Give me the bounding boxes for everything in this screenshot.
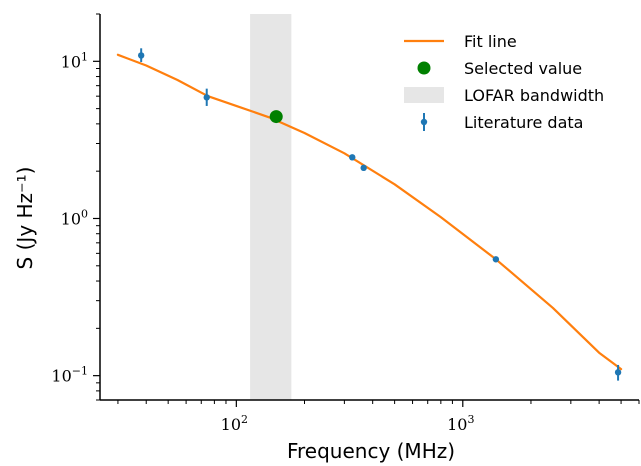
y-tick-exponent: 0 <box>81 207 88 220</box>
literature-data-point <box>614 369 622 376</box>
legend-entry-selected-value: Selected value <box>417 59 582 78</box>
band-layer <box>250 14 292 400</box>
y-tick-label: 10−1 <box>51 365 88 386</box>
y-tick-exponent: −1 <box>72 365 88 378</box>
legend-entry-fit-line: Fit line <box>404 32 517 51</box>
series-layer <box>116 48 623 381</box>
y-axis-label: S (Jy Hz⁻¹) <box>13 167 37 270</box>
x-tick-exponent: 2 <box>241 413 248 426</box>
legend-band-swatch <box>404 87 444 103</box>
selected-value-point <box>269 110 283 124</box>
legend-label: LOFAR bandwidth <box>464 86 604 105</box>
literature-data-point <box>492 256 500 263</box>
x-tick-base: 10 <box>447 415 467 434</box>
y-tick-base: 10 <box>51 367 71 386</box>
y-tick-label: 100 <box>61 207 88 228</box>
literature-data-point <box>203 94 210 101</box>
literature-data-point <box>360 164 367 172</box>
y-tick-exponent: 1 <box>81 50 88 63</box>
y-tick-base: 10 <box>61 209 81 228</box>
legend-entry-lofar-bandwidth: LOFAR bandwidth <box>404 86 604 105</box>
x-tick-exponent: 3 <box>467 413 474 426</box>
x-tick-label: 102 <box>221 413 248 434</box>
legend-label: Fit line <box>464 32 517 51</box>
x-tick-label: 103 <box>447 413 474 434</box>
literature-data-point <box>137 52 145 59</box>
legend-selected-value-swatch <box>417 61 431 75</box>
legend-data-point-swatch <box>420 118 428 126</box>
y-tick-label: 101 <box>61 50 88 71</box>
y-tick-base: 10 <box>61 52 81 71</box>
x-tick-base: 10 <box>221 415 241 434</box>
legend-entry-literature-data: Literature data <box>420 113 583 132</box>
fit-line <box>116 53 623 371</box>
x-axis-label: Frequency (MHz) <box>287 439 455 463</box>
legend-label: Selected value <box>464 59 582 78</box>
lofar-band <box>250 14 292 400</box>
plot-frame <box>99 14 639 401</box>
literature-data-point <box>349 154 356 161</box>
legend-label: Literature data <box>464 113 583 132</box>
legend: Fit line Selected value LOFAR bandwidth Lit… <box>404 32 604 132</box>
